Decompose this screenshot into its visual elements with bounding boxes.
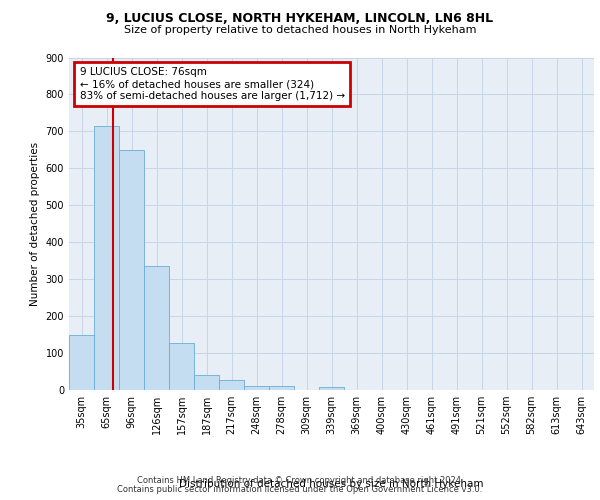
Bar — [269, 386, 294, 390]
Text: 9 LUCIUS CLOSE: 76sqm
← 16% of detached houses are smaller (324)
83% of semi-det: 9 LUCIUS CLOSE: 76sqm ← 16% of detached … — [79, 68, 344, 100]
Bar — [69, 334, 94, 390]
Text: 9, LUCIUS CLOSE, NORTH HYKEHAM, LINCOLN, LN6 8HL: 9, LUCIUS CLOSE, NORTH HYKEHAM, LINCOLN,… — [106, 12, 494, 26]
Y-axis label: Number of detached properties: Number of detached properties — [30, 142, 40, 306]
Bar — [144, 266, 169, 390]
Text: Contains HM Land Registry data © Crown copyright and database right 2024.: Contains HM Land Registry data © Crown c… — [137, 476, 463, 485]
Text: Size of property relative to detached houses in North Hykeham: Size of property relative to detached ho… — [124, 25, 476, 35]
Bar — [169, 342, 194, 390]
Text: Contains public sector information licensed under the Open Government Licence v3: Contains public sector information licen… — [118, 485, 482, 494]
Bar — [94, 126, 119, 390]
Bar — [244, 386, 269, 390]
X-axis label: Distribution of detached houses by size in North Hykeham: Distribution of detached houses by size … — [179, 479, 484, 489]
Bar — [119, 150, 144, 390]
Bar — [194, 375, 219, 390]
Bar — [319, 388, 344, 390]
Bar — [219, 380, 244, 390]
